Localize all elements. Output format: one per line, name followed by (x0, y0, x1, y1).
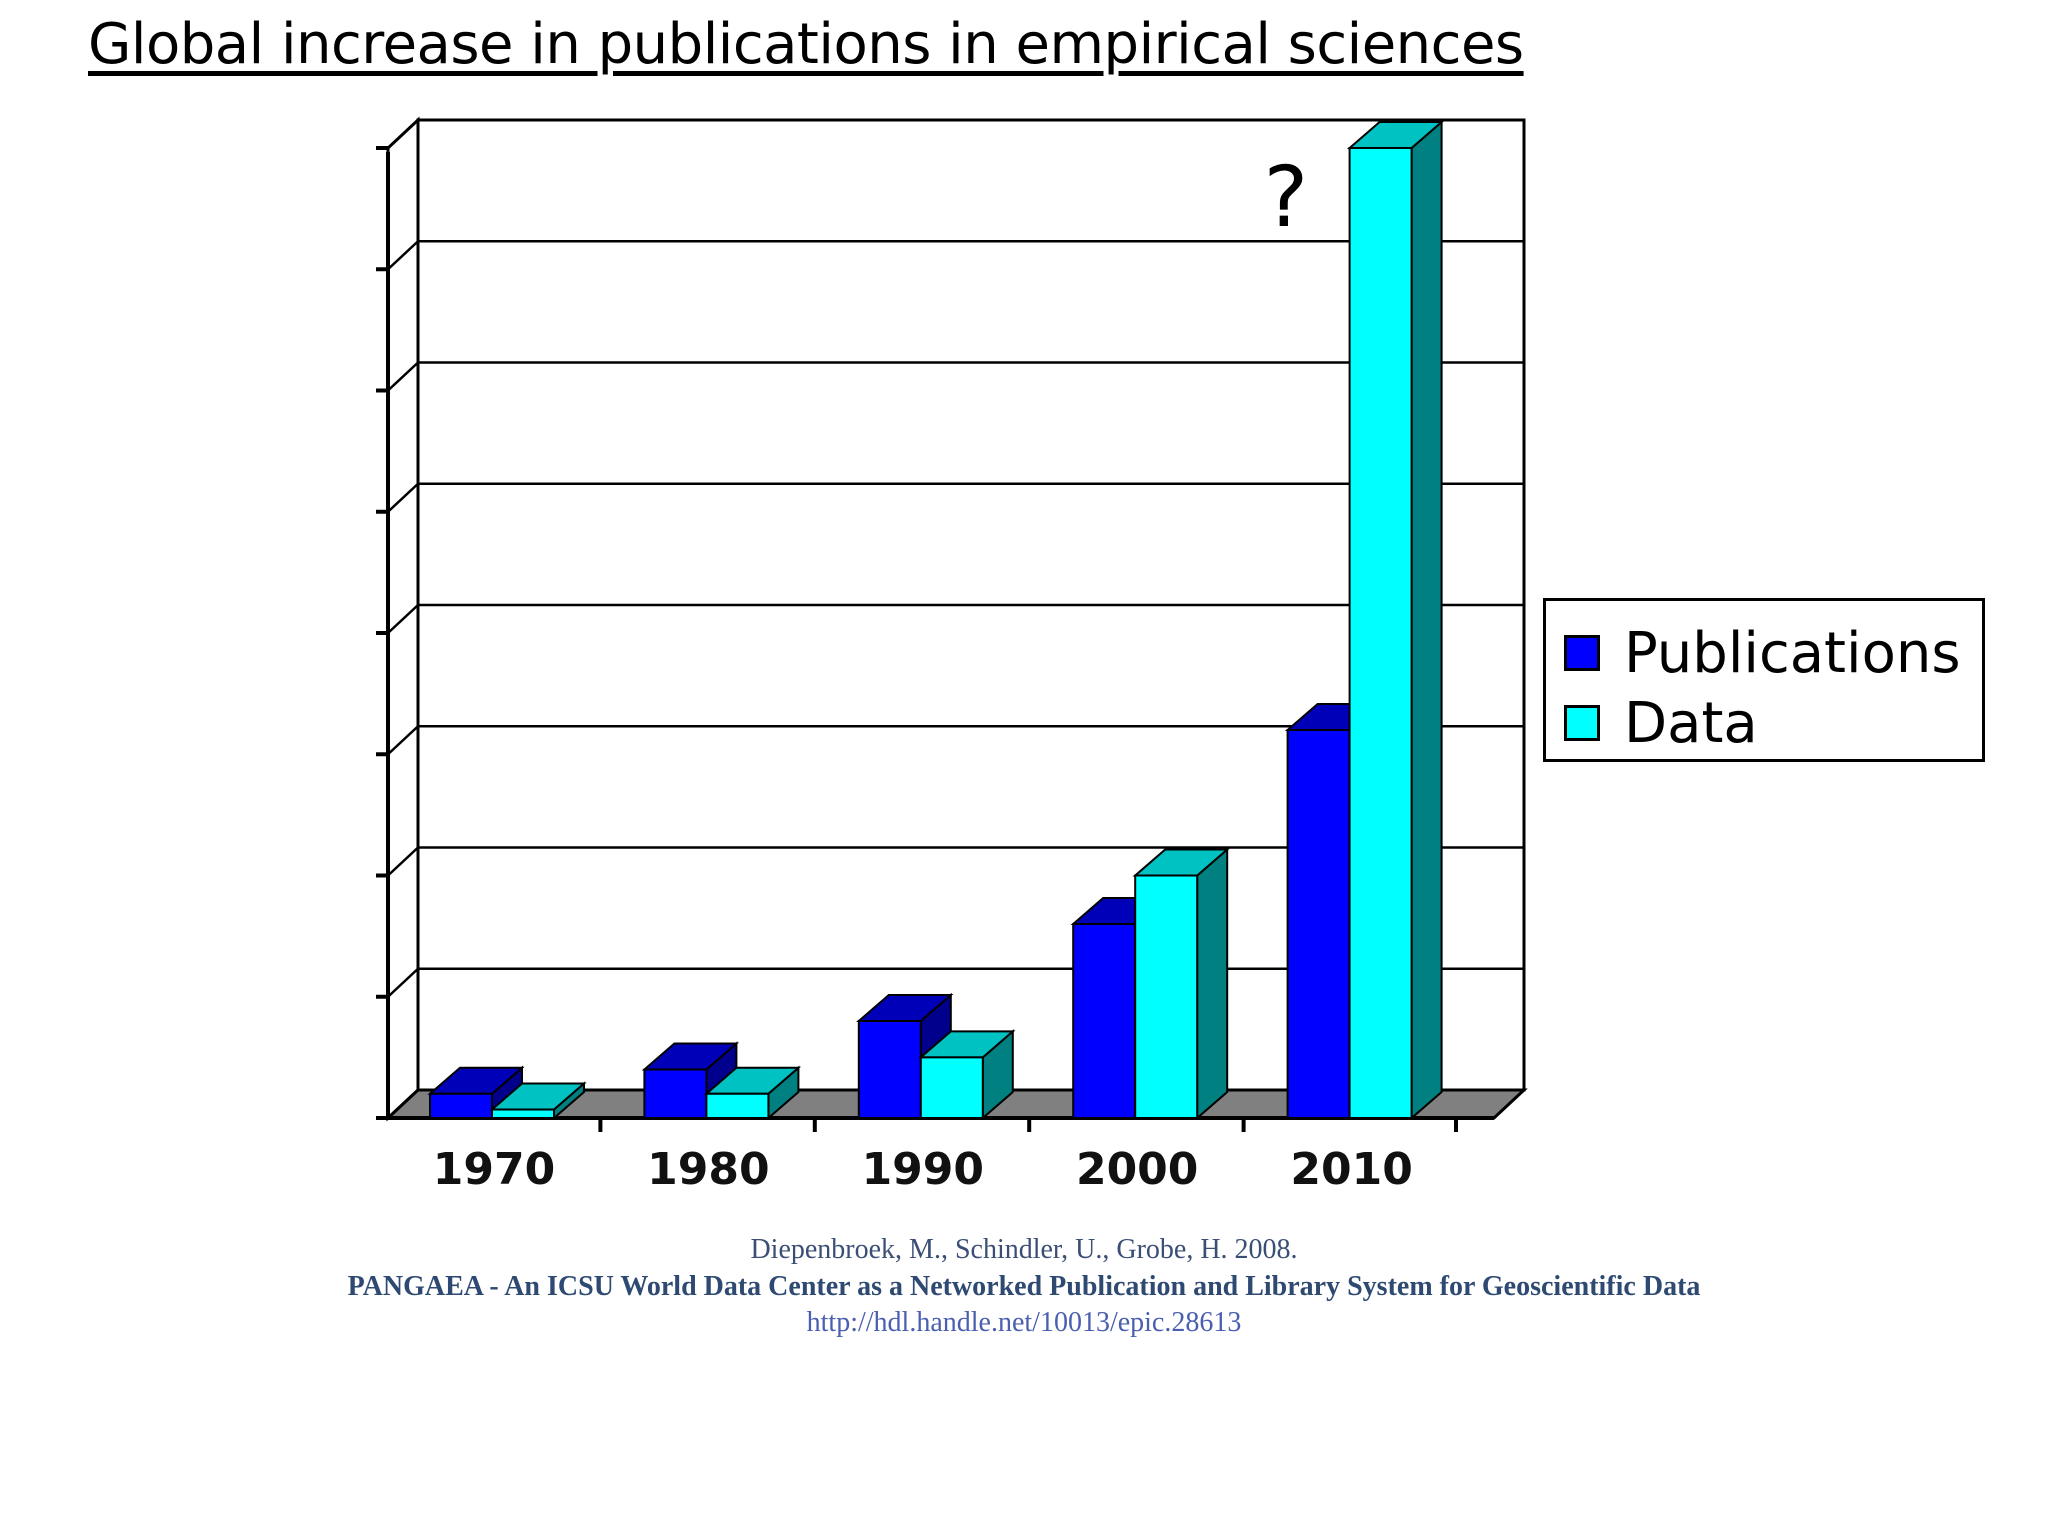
legend-swatch-data (1564, 705, 1600, 741)
citation-title: PANGAEA - An ICSU World Data Center as a… (347, 1271, 1701, 1302)
gridline-side (387, 846, 419, 877)
gridline-side (387, 725, 419, 756)
bar-publications-1990 (857, 1020, 922, 1119)
gridline-side (387, 482, 419, 513)
bar-data-1990 (919, 1056, 984, 1119)
bar-publications-2000 (1072, 923, 1137, 1119)
bar-data-1980 (705, 1092, 770, 1119)
chart-title: Global increase in publications in empir… (88, 12, 1524, 77)
x-tick-label-1970: 1970 (433, 1144, 555, 1195)
annotation-question-mark: ? (1264, 148, 1309, 246)
legend-item-data: Data (1564, 690, 1758, 756)
x-tick-label-2010: 2010 (1290, 1144, 1412, 1195)
bar-publications-2010 (1286, 729, 1351, 1119)
citation-authors: Diepenbroek, M., Schindler, U., Grobe, H… (750, 1234, 1298, 1265)
legend-swatch-publications (1564, 635, 1600, 671)
legend-label-data: Data (1624, 690, 1758, 756)
gridline-side (387, 119, 419, 149)
gridline-side (387, 967, 419, 998)
legend: Publications Data (1543, 598, 1985, 762)
gridline-side (387, 361, 419, 392)
bar-data-2000 (1134, 874, 1199, 1119)
legend-item-publications: Publications (1564, 620, 1961, 686)
gridline-side (387, 604, 419, 634)
x-tick-label-2000: 2000 (1076, 1144, 1198, 1195)
x-tick-label-1990: 1990 (862, 1144, 984, 1195)
citation-url[interactable]: http://hdl.handle.net/10013/epic.28613 (806, 1307, 1242, 1338)
bar-data-2010-side (1410, 119, 1443, 1121)
legend-label-publications: Publications (1624, 620, 1961, 686)
bar-data-2000-side (1196, 847, 1229, 1121)
x-tick-label-1980: 1980 (647, 1144, 769, 1195)
gridline-side (387, 240, 419, 271)
bar-data-2010 (1348, 147, 1413, 1119)
bar-publications-1980 (643, 1068, 708, 1119)
bar-publications-1970 (429, 1092, 493, 1119)
bar-data-1970 (491, 1108, 555, 1119)
